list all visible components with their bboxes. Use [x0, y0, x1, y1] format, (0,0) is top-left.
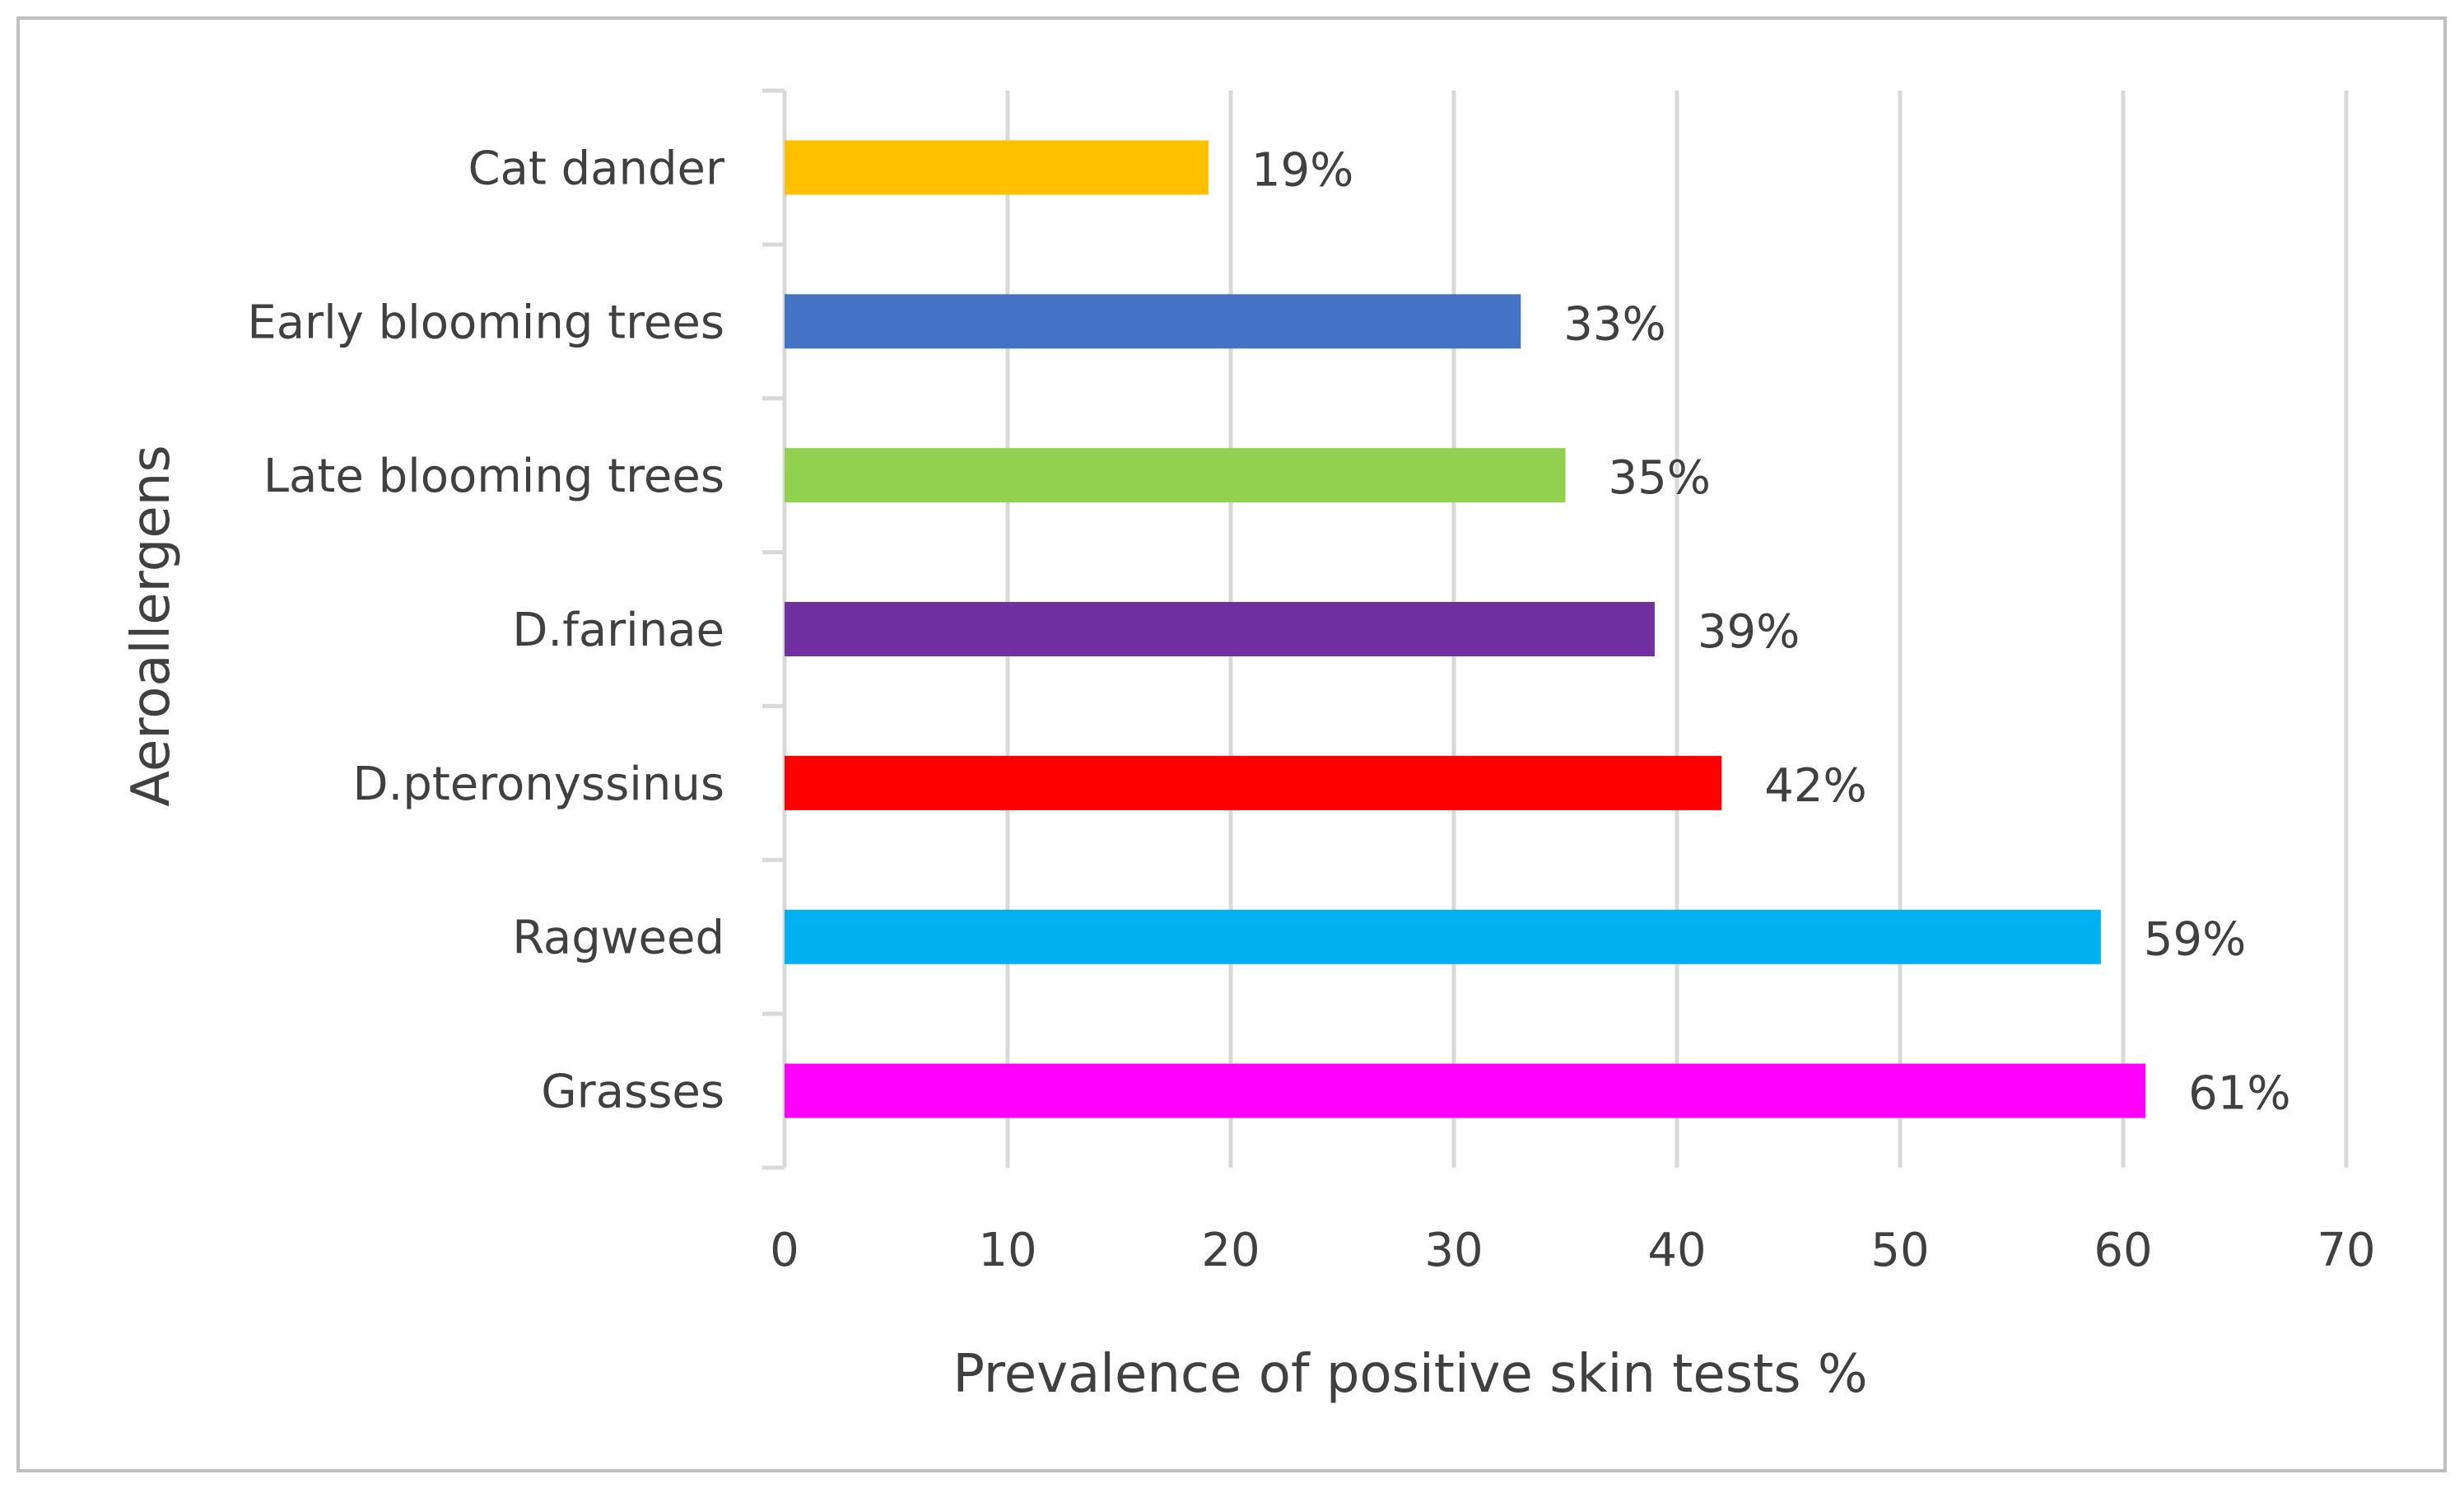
x-tick-label-70: 70 — [2317, 1224, 2375, 1277]
category-label-d-pteronyssinus: D.pteronyssinus — [352, 758, 724, 811]
bars — [785, 140, 2146, 1118]
data-label-cat-dander: 19% — [1251, 143, 1353, 197]
x-axis-title: Prevalence of positive skin tests % — [953, 1344, 1867, 1405]
category-label-cat-dander: Cat dander — [468, 142, 725, 195]
bar-grasses — [785, 1063, 2146, 1118]
x-tick-label-40: 40 — [1647, 1224, 1706, 1277]
x-tick-label-10: 10 — [978, 1224, 1036, 1277]
x-tick-label-30: 30 — [1424, 1224, 1483, 1277]
bar-late-blooming-trees — [785, 448, 1566, 503]
x-tick-labels: 0 10 20 30 40 50 60 70 — [770, 1224, 2375, 1277]
bar-d-pteronyssinus — [785, 755, 1722, 810]
data-label-ragweed: 59% — [2144, 913, 2246, 967]
data-labels: 19% 33% 35% 39% 42% 59% 61% — [1251, 143, 2291, 1120]
bar-d-farinae — [785, 602, 1655, 656]
category-label-ragweed: Ragweed — [512, 912, 724, 965]
x-tick-label-60: 60 — [2094, 1224, 2152, 1277]
y-axis-title: Aeroallergens — [121, 445, 182, 806]
data-label-d-farinae: 39% — [1698, 605, 1800, 659]
bar-early-blooming-trees — [785, 294, 1521, 349]
category-labels: Cat dander Early blooming trees Late bloom… — [247, 142, 725, 1118]
category-label-late-blooming-trees: Late blooming trees — [263, 450, 724, 503]
category-label-d-farinae: D.farinae — [512, 604, 724, 657]
category-label-grasses: Grasses — [541, 1066, 724, 1119]
bar-cat-dander — [785, 140, 1209, 195]
category-label-early-blooming-trees: Early blooming trees — [247, 296, 724, 349]
data-label-grasses: 61% — [2188, 1067, 2290, 1121]
x-tick-label-20: 20 — [1201, 1224, 1260, 1277]
gridlines — [1005, 91, 2349, 1168]
x-tick-label-50: 50 — [1870, 1224, 1929, 1277]
data-label-early-blooming-trees: 33% — [1563, 297, 1665, 351]
bar-ragweed — [785, 909, 2101, 964]
data-label-late-blooming-trees: 35% — [1609, 451, 1711, 505]
x-tick-label-0: 0 — [770, 1224, 799, 1277]
data-label-d-pteronyssinus: 42% — [1764, 759, 1866, 813]
